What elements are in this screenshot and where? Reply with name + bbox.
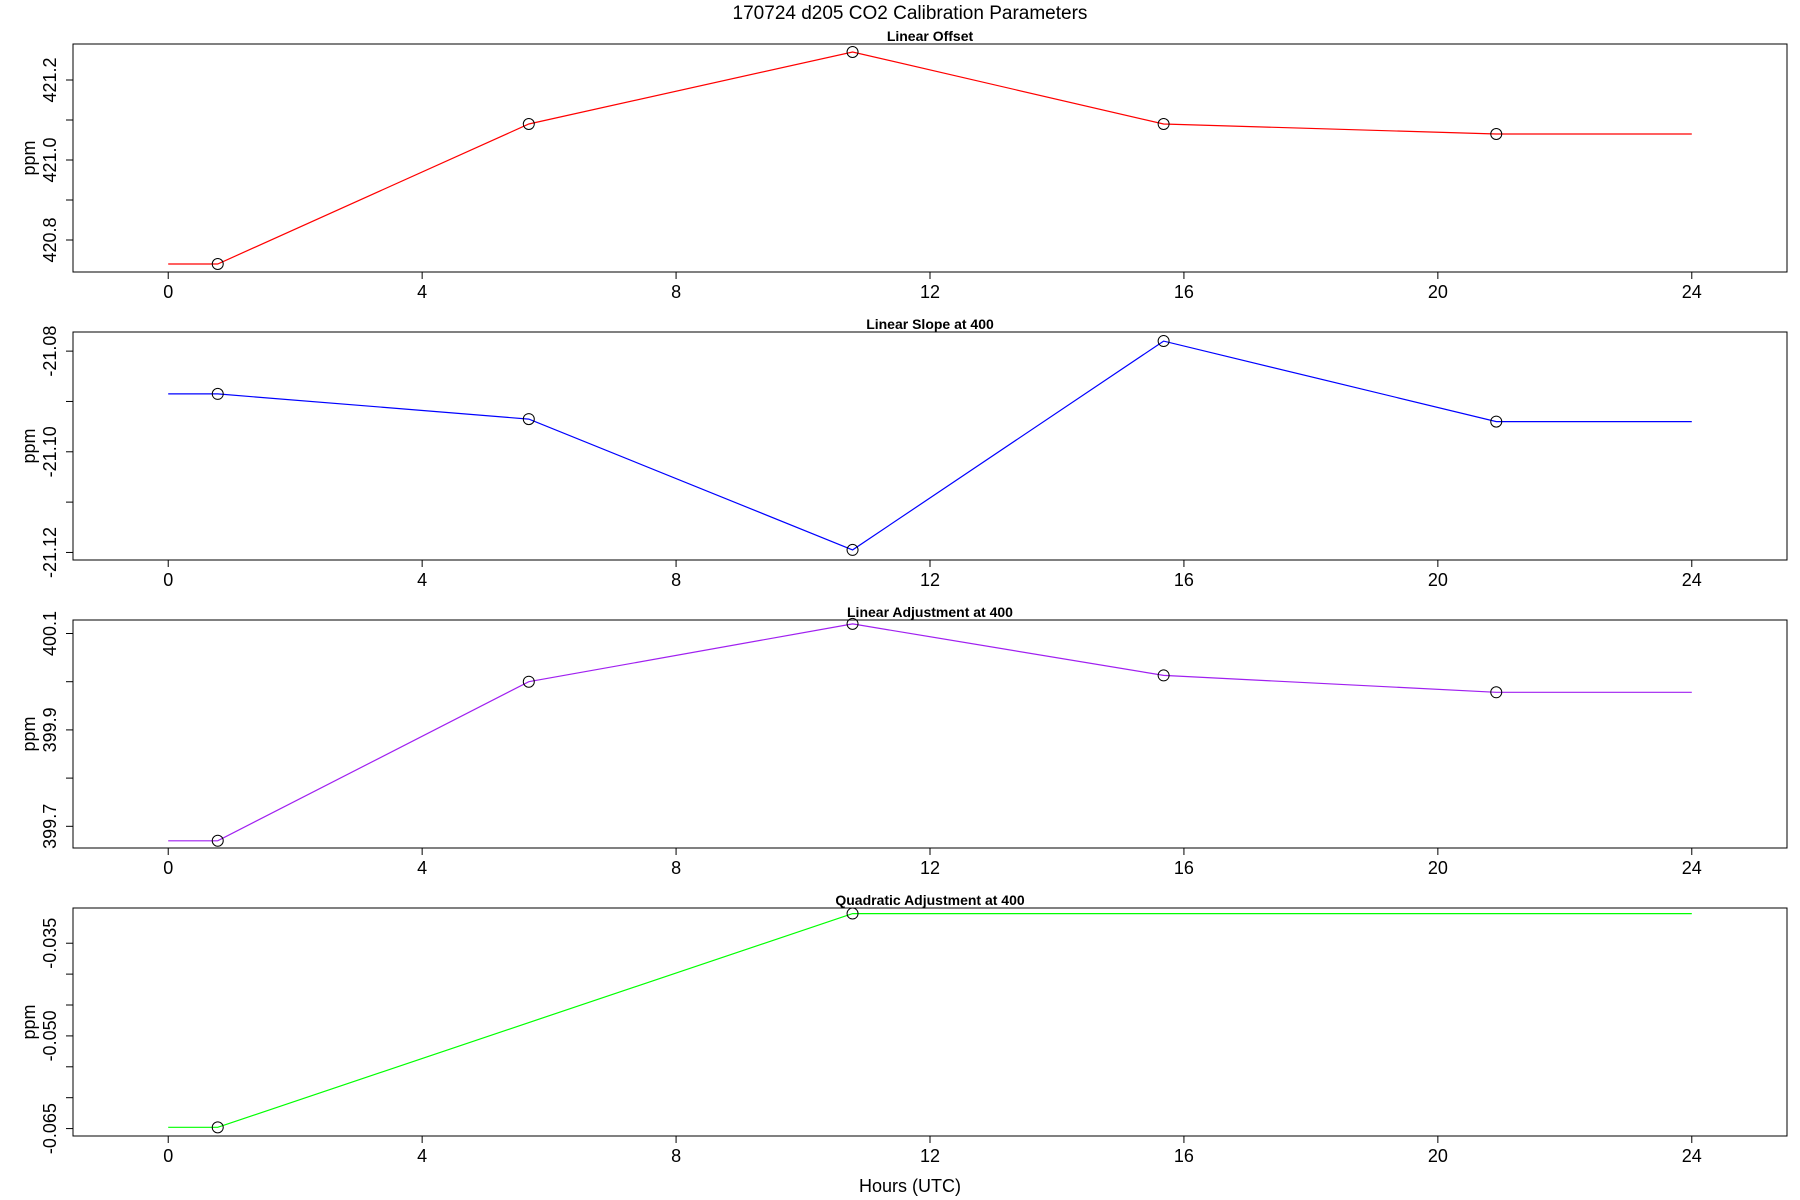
data-point [522, 675, 535, 688]
data-point [1157, 669, 1170, 682]
x-tick-label: 0 [163, 282, 173, 302]
y-tick-label: -21.08 [40, 326, 60, 377]
y-tick-label: 400.1 [40, 611, 60, 656]
x-tick-label: 8 [671, 282, 681, 302]
x-tick-label: 12 [920, 570, 940, 590]
y-tick-label: 420.8 [40, 217, 60, 262]
x-tick-label: 24 [1682, 1146, 1702, 1166]
y-tick-label: -0.065 [40, 1103, 60, 1154]
x-tick-label: 20 [1428, 858, 1448, 878]
data-point [522, 413, 535, 426]
data-point [1157, 335, 1170, 348]
data-point [846, 617, 859, 630]
plot-frame [72, 331, 1788, 561]
panel-title: Quadratic Adjustment at 400 [835, 892, 1025, 908]
chart-panel-1: Linear Offset 0 4 8 12 16 20 24 420.8 421.0 421.2 p… [19, 28, 1788, 302]
y-tick-label: -0.035 [40, 918, 60, 969]
x-tick-label: 12 [920, 282, 940, 302]
data-point [1490, 686, 1503, 699]
panel-title: Linear Offset [887, 28, 974, 44]
x-tick-label: 20 [1428, 570, 1448, 590]
data-point [1490, 415, 1503, 428]
x-tick-label: 4 [417, 570, 427, 590]
x-tick-label: 8 [671, 1146, 681, 1166]
panel-title: Linear Slope at 400 [866, 316, 994, 332]
x-tick-label: 24 [1682, 282, 1702, 302]
data-point [1490, 128, 1503, 140]
y-tick-label: 421.0 [40, 137, 60, 182]
y-tick-label: -0.050 [40, 1010, 60, 1061]
chart-panel-2: Linear Slope at 400 0 4 8 12 16 20 24 -21.12 -21.… [19, 316, 1788, 590]
x-tick-label: 24 [1682, 570, 1702, 590]
y-tick-label: -21.12 [40, 527, 60, 578]
x-tick-label: 20 [1428, 1146, 1448, 1166]
x-tick-label: 12 [920, 858, 940, 878]
series-line [168, 51, 1692, 265]
y-axis-label: ppm [19, 140, 39, 175]
x-tick-label: 16 [1174, 858, 1194, 878]
chart-panel-4: Quadratic Adjustment at 400 0 4 8 12 16 20 24 -0… [19, 892, 1788, 1166]
x-tick-label: 8 [671, 858, 681, 878]
series-line [168, 912, 1692, 1128]
data-point [211, 387, 224, 400]
data-point [1157, 118, 1170, 130]
data-point [211, 834, 224, 847]
x-tick-label: 4 [417, 858, 427, 878]
y-axis-label: ppm [19, 1004, 39, 1039]
series-line [168, 623, 1692, 842]
series-line [168, 340, 1692, 551]
x-tick-label: 16 [1174, 282, 1194, 302]
plot-frame [72, 907, 1788, 1137]
data-point [846, 907, 859, 920]
x-tick-label: 8 [671, 570, 681, 590]
x-tick-label: 16 [1174, 570, 1194, 590]
x-tick-label: 4 [417, 1146, 427, 1166]
plot-frame [72, 43, 1788, 273]
figure-title: 170724 d205 CO2 Calibration Parameters [733, 3, 1088, 24]
y-tick-label: 399.7 [40, 804, 60, 849]
x-tick-label: 12 [920, 1146, 940, 1166]
data-point [211, 258, 224, 270]
data-point [522, 118, 535, 130]
data-point [846, 543, 859, 556]
y-axis-label: ppm [19, 428, 39, 463]
chart-panel-3: Linear Adjustment at 400 0 4 8 12 16 20 24 399.7… [19, 604, 1788, 878]
data-point [211, 1121, 224, 1134]
x-tick-label: 0 [163, 570, 173, 590]
panels-container: Linear Offset 0 4 8 12 16 20 24 420.8 421.0 421.2 p… [19, 28, 1788, 1166]
plot-frame [72, 619, 1788, 849]
x-tick-label: 0 [163, 1146, 173, 1166]
y-tick-label: 421.2 [40, 57, 60, 102]
x-tick-label: 16 [1174, 1146, 1194, 1166]
panel-title: Linear Adjustment at 400 [847, 604, 1013, 620]
x-tick-label: 24 [1682, 858, 1702, 878]
x-tick-label: 0 [163, 858, 173, 878]
y-tick-label: 399.9 [40, 707, 60, 752]
y-tick-label: -21.10 [40, 426, 60, 477]
y-axis-label: ppm [19, 716, 39, 751]
x-tick-label: 4 [417, 282, 427, 302]
data-point [846, 46, 859, 58]
x-axis-label: Hours (UTC) [859, 1176, 961, 1196]
x-tick-label: 20 [1428, 282, 1448, 302]
